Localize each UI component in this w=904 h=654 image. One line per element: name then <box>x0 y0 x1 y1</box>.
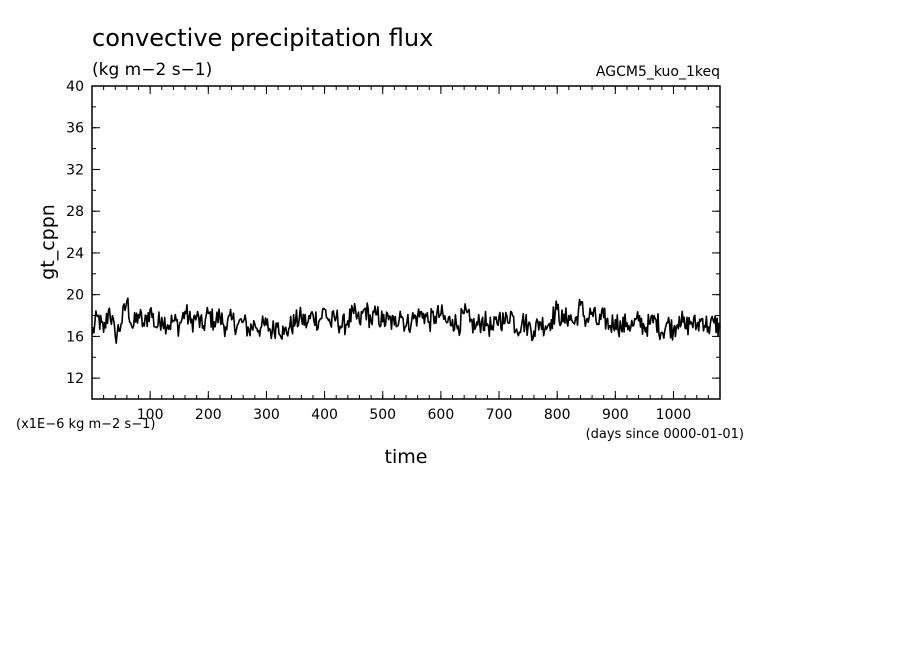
y-tick-label: 24 <box>66 246 84 262</box>
x-tick-label: 800 <box>544 407 571 423</box>
x-tick-label: 900 <box>602 407 629 423</box>
axis-ticks <box>92 85 720 399</box>
series-line <box>91 297 721 344</box>
experiment-label: AGCM5_kuo_1keq <box>596 64 720 80</box>
y-tick-label: 16 <box>66 329 84 345</box>
plot-frame <box>91 85 721 400</box>
y-tick-label: 20 <box>66 288 84 304</box>
units-label: (kg m−2 s−1) <box>92 60 212 80</box>
y-tick-labels: 12 16 20 24 28 32 36 40 <box>66 79 84 387</box>
y-tick-label: 36 <box>66 121 84 137</box>
y-scale-note: (x1E−6 kg m−2 s−1) <box>16 417 155 432</box>
x-tick-label: 600 <box>428 407 455 423</box>
y-axis-label: gt_cppn <box>37 204 59 280</box>
x-unit-note: (days since 0000-01-01) <box>586 427 744 442</box>
x-tick-labels: 100 200 300 400 500 600 700 800 900 1000 <box>137 407 692 423</box>
y-tick-label: 32 <box>66 162 84 178</box>
y-tick-label: 12 <box>66 371 84 387</box>
x-tick-label: 1000 <box>656 407 692 423</box>
x-tick-label: 300 <box>253 407 280 423</box>
y-tick-label: 28 <box>66 204 84 220</box>
x-tick-label: 100 <box>137 407 164 423</box>
x-tick-label: 400 <box>311 407 338 423</box>
chart-title: convective precipitation flux <box>92 24 433 52</box>
y-tick-label: 40 <box>66 79 84 95</box>
x-tick-label: 700 <box>486 407 513 423</box>
x-tick-label: 200 <box>195 407 222 423</box>
x-tick-label: 500 <box>369 407 396 423</box>
x-axis-label: time <box>385 446 428 468</box>
